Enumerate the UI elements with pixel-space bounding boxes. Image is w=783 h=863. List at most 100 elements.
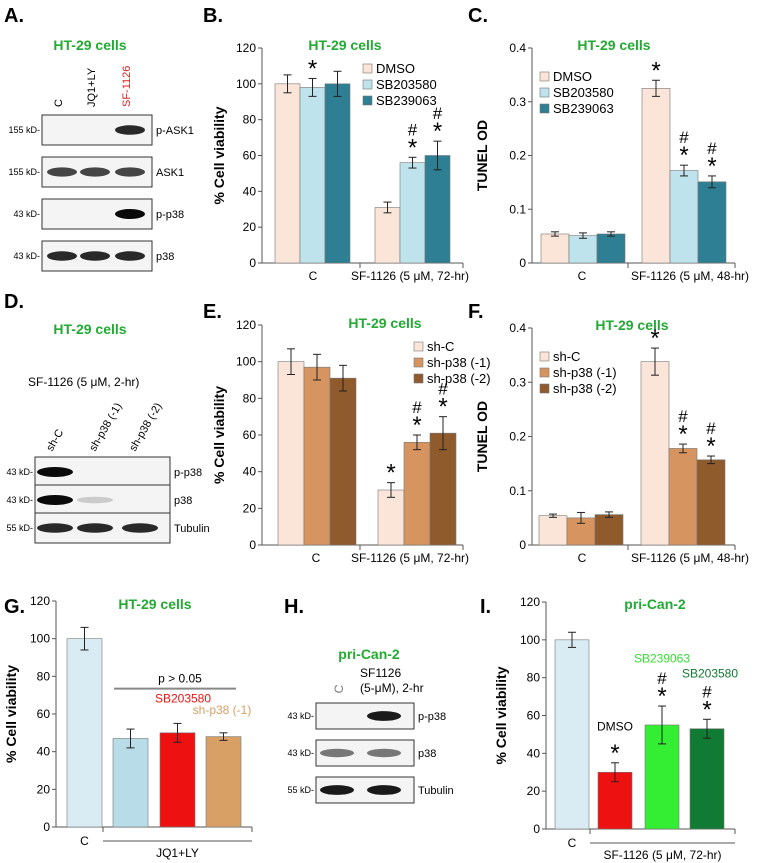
protein-band: [37, 495, 73, 505]
x-category-label: SF-1126 (5 μM, 72-hr): [351, 551, 469, 565]
band-label: ASK1: [156, 167, 184, 179]
protein-band: [77, 496, 113, 504]
panel-letter-f: F.: [468, 301, 484, 323]
molecular-weight-label: 43 kD-: [287, 748, 314, 758]
x-category-label: C: [312, 551, 321, 565]
bar: [277, 361, 305, 546]
y-axis-title: % Cell viability: [211, 106, 227, 204]
lane-label: sh-p38 (-2): [127, 401, 164, 454]
bar: [403, 442, 431, 546]
western-blot-h: pri-Can-2 43 kD-p-p38 43 kD-p38 55 kD- Tubul…: [287, 646, 454, 804]
bar: [596, 233, 626, 264]
x-category-label: C: [578, 269, 587, 283]
y-tick-label: 40: [243, 465, 257, 479]
molecular-weight-label: 43 kD-: [6, 467, 33, 477]
x-category-label: SF-1126 (5 μM, 72-hr): [351, 269, 469, 283]
panel-letter-c: C.: [468, 5, 488, 27]
bar: [324, 83, 351, 264]
panel-letter-e: E.: [203, 301, 222, 323]
y-axis-title: % Cell viability: [3, 665, 19, 763]
legend-label: sh-p38 (-2): [427, 371, 491, 386]
bar: [205, 736, 242, 828]
protein-band: [37, 467, 73, 477]
legend-swatch: [362, 95, 373, 106]
x-category-label: SF-1126 (5 μM, 48-hr): [631, 269, 749, 283]
legend-swatch: [539, 351, 550, 362]
molecular-weight-label: 43 kD-: [13, 251, 40, 261]
blot-title: HT-29 cells: [53, 321, 126, 337]
significance-star: *: [678, 421, 687, 448]
lane-label: (5-μM), 2-hr: [360, 681, 424, 695]
bar: [689, 728, 725, 830]
molecular-weight-label: 155 kD-: [8, 167, 40, 177]
bar-chart-b: 0 20 40 60 80 100 120 % Cell viability HT-29 cel…: [211, 37, 469, 283]
bar: [538, 515, 568, 546]
y-tick-label: 20: [243, 501, 257, 515]
blot-title: pri-Can-2: [338, 646, 400, 662]
legend-swatch: [413, 357, 424, 368]
significance-star: *: [412, 412, 421, 439]
y-tick-label: 0: [533, 822, 540, 836]
lane-label: sh-p38 (-1): [87, 401, 124, 454]
y-tick-label: 0.1: [509, 484, 526, 498]
western-blot-a: HT-29 cells 155 kD-p-ASK1 155 kD- ASK1 43 kD…: [8, 37, 194, 272]
bar: [159, 732, 196, 828]
y-tick-label: 60: [243, 428, 257, 442]
bar: [641, 88, 671, 264]
chart-title: HT-29 cells: [595, 317, 668, 333]
band-label: p-p38: [156, 209, 184, 221]
legend-label: SB239063: [553, 101, 614, 116]
x-category-label: C: [80, 834, 89, 848]
legend-label: SB203580: [376, 77, 437, 92]
molecular-weight-label: 155 kD-: [8, 125, 40, 135]
y-tick-label: 0.2: [509, 149, 526, 163]
bar: [568, 235, 598, 264]
significance-star: *: [657, 683, 666, 710]
bar-label-sh-p38: sh-p38 (-1): [193, 703, 252, 717]
significance-hash: #: [706, 419, 716, 438]
protein-band: [115, 209, 145, 219]
p-value-label: p > 0.05: [158, 672, 202, 686]
molecular-weight-label: 55 kD-: [6, 523, 33, 533]
y-tick-label: 80: [527, 671, 541, 685]
legend-label: SB203580: [553, 85, 614, 100]
lane-label: C: [331, 683, 346, 694]
protein-band: [320, 748, 354, 758]
y-tick-label: 100: [236, 355, 256, 369]
protein-band: [37, 523, 73, 533]
y-tick-label: 0.4: [509, 321, 526, 335]
bar-label-sb203580: SB203580: [155, 692, 211, 706]
significance-hash: #: [678, 407, 688, 426]
y-tick-label: 0.4: [509, 41, 526, 55]
y-tick-label: 100: [520, 633, 540, 647]
chart-title: HT-29 cells: [348, 315, 421, 331]
panel-letter-d: D.: [4, 291, 24, 313]
band-label: p-ASK1: [156, 125, 194, 137]
lane-label: SF1126: [360, 666, 401, 680]
y-tick-label: 60: [37, 707, 51, 721]
protein-band: [320, 785, 354, 795]
significance-hash: #: [433, 104, 443, 123]
protein-band: [47, 251, 77, 261]
bar: [554, 639, 590, 830]
significance-star: *: [679, 142, 688, 169]
legend-label: sh-p38 (-1): [553, 365, 617, 380]
group-label: SF-1126 (5 μM, 72-hr): [603, 848, 721, 862]
chart-title: HT-29 cells: [118, 596, 191, 612]
panel-letter-a: A.: [4, 5, 24, 27]
blot-title: HT-29 cells: [53, 37, 126, 53]
significance-star: *: [707, 153, 716, 180]
protein-band: [367, 785, 401, 795]
bar: [668, 448, 698, 546]
legend-swatch: [539, 87, 550, 98]
y-tick-label: 20: [243, 220, 257, 234]
bar-chart-g: 0 20 40 60 80 100 120 % Cell viability HT-29 cel…: [3, 594, 253, 860]
legend-swatch: [362, 79, 373, 90]
y-tick-label: 0.3: [509, 375, 526, 389]
panel-letter-h: H.: [284, 596, 304, 618]
molecular-weight-label: 43 kD-: [6, 495, 33, 505]
band-label: p38: [174, 495, 192, 507]
legend-label: sh-p38 (-1): [427, 355, 491, 370]
